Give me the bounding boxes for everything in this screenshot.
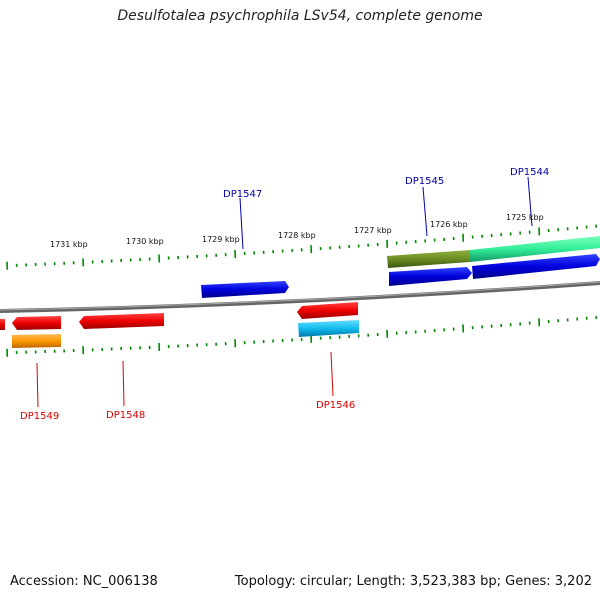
gene-label-DP1549[interactable]: DP1549 <box>20 411 59 422</box>
accession-text: Accession: NC_006138 <box>10 574 158 589</box>
gene-DP1545-feature[interactable] <box>387 250 470 268</box>
kbp-label: 1729 kbp <box>202 235 240 244</box>
kbp-label: 1727 kbp <box>354 226 392 235</box>
gene-DP1549-feature[interactable] <box>12 334 61 348</box>
gene-label-DP1547[interactable]: DP1547 <box>223 189 262 200</box>
gene-label-DP1544[interactable]: DP1544 <box>510 167 549 178</box>
genome-backbone-highlight <box>0 281 600 311</box>
gene-label-DP1545[interactable]: DP1545 <box>405 176 444 187</box>
leader-line <box>527 176 533 227</box>
gene-label-DP1548[interactable]: DP1548 <box>106 410 145 421</box>
leader-line <box>239 197 244 250</box>
inner-tick-track <box>6 315 598 357</box>
leader-line <box>422 186 428 237</box>
gene-DP1544-feature[interactable] <box>470 236 600 262</box>
kbp-label: 1731 kbp <box>50 240 88 249</box>
gene-DP1544-arrow[interactable] <box>472 254 600 279</box>
genome-summary-text: Topology: circular; Length: 3,523,383 bp… <box>234 574 592 589</box>
genome-backbone <box>0 281 600 313</box>
kbp-label: 1728 kbp <box>278 231 316 240</box>
gene-DP1548-arrow[interactable] <box>79 313 164 329</box>
leader-line <box>330 351 334 397</box>
gene-DP1546-arrow[interactable] <box>297 302 358 319</box>
gene-label-DP1546[interactable]: DP1546 <box>316 400 355 411</box>
kbp-label: 1725 kbp <box>506 213 544 222</box>
gene-DP1547-arrow[interactable] <box>201 281 289 298</box>
outer-tick-track <box>6 224 598 270</box>
kbp-label: 1726 kbp <box>430 220 468 229</box>
kbp-label: 1730 kbp <box>126 237 164 246</box>
gene-DP1545-arrow[interactable] <box>389 267 472 286</box>
gene-partial-left[interactable] <box>0 319 5 330</box>
gene-DP1549-arrow[interactable] <box>12 316 61 330</box>
gene-DP1546-feature[interactable] <box>298 320 359 337</box>
genome-title: Desulfotalea psychrophila LSv54, complet… <box>117 8 483 24</box>
leader-line <box>36 362 39 408</box>
leader-line <box>122 360 125 407</box>
